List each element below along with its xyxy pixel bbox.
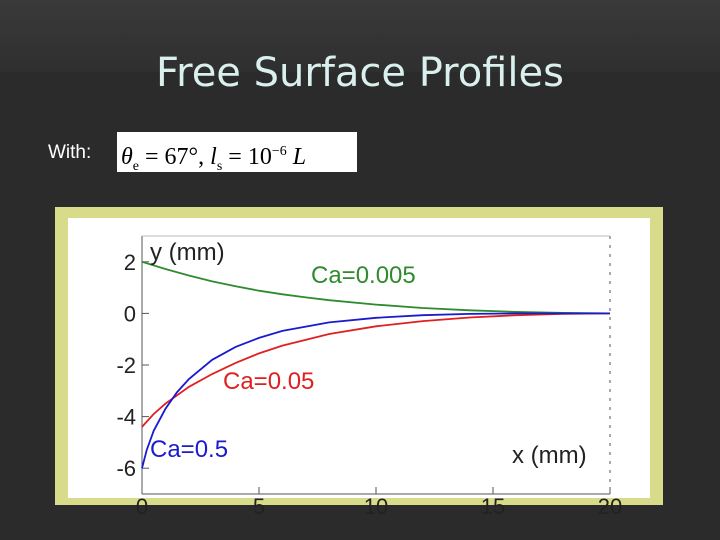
x-tick-label: 0 <box>136 494 148 519</box>
x-tick-label: 20 <box>598 494 622 519</box>
eq-equals: = 10 <box>222 144 272 170</box>
y-axis-label: y (mm) <box>150 239 225 266</box>
plot-area <box>68 218 650 498</box>
with-label: With: <box>48 142 92 163</box>
x-tick-label: 15 <box>481 494 505 519</box>
series-annotation-0: Ca=0.005 <box>311 262 416 289</box>
top-band <box>0 0 720 72</box>
eq-L: L <box>286 144 307 170</box>
series-line-1 <box>141 312 611 428</box>
y-tick-label: 2 <box>124 250 136 275</box>
eq-l: l <box>210 144 217 170</box>
x-tick-label: 5 <box>253 494 265 519</box>
y-tick-label: 0 <box>124 301 136 326</box>
eq-l-sub: s <box>216 158 223 174</box>
series-line-0 <box>141 260 611 315</box>
equation: θe = 67°, ls = 10−6 L <box>117 132 357 174</box>
eq-exponent: −6 <box>271 144 287 159</box>
eq-theta: θ <box>121 144 133 170</box>
y-tick-label: -6 <box>116 456 136 481</box>
y-tick-label: -4 <box>116 405 136 430</box>
x-tick-label: 10 <box>364 494 388 519</box>
series-annotation-2: Ca=0.5 <box>150 436 228 463</box>
slide-title: Free Surface Profiles <box>156 50 564 96</box>
series-annotation-1: Ca=0.05 <box>223 368 314 395</box>
eq-theta-sub: e <box>132 158 140 174</box>
y-tick-label: -2 <box>116 353 136 378</box>
x-axis-label: x (mm) <box>512 442 587 469</box>
eq-angle: = 67°, <box>139 144 211 170</box>
series-line-2 <box>141 312 610 469</box>
